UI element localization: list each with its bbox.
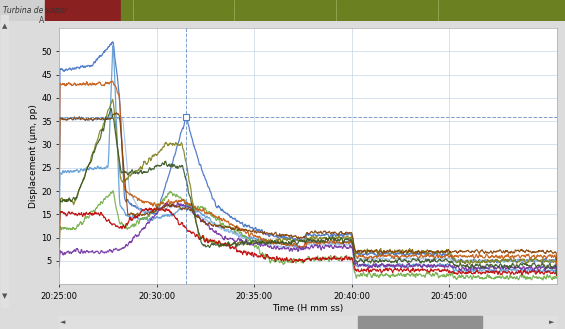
Text: A: A [40, 16, 45, 25]
Text: ▼: ▼ [2, 293, 7, 299]
Y-axis label: Displacement (μm, pp): Displacement (μm, pp) [29, 104, 38, 208]
Bar [0, 0, 45, 21]
X-axis label: Time (H mm ss): Time (H mm ss) [272, 304, 344, 313]
Bar [358, 316, 482, 328]
Text: ►: ► [549, 318, 554, 325]
Text: ▲: ▲ [2, 24, 7, 30]
Text: Turbina de vapor: Turbina de vapor [3, 6, 67, 15]
Bar [121, 0, 565, 21]
Bar [1, 15, 8, 308]
Text: ◄: ◄ [60, 318, 66, 325]
Bar [45, 0, 121, 21]
Bar [59, 316, 557, 328]
